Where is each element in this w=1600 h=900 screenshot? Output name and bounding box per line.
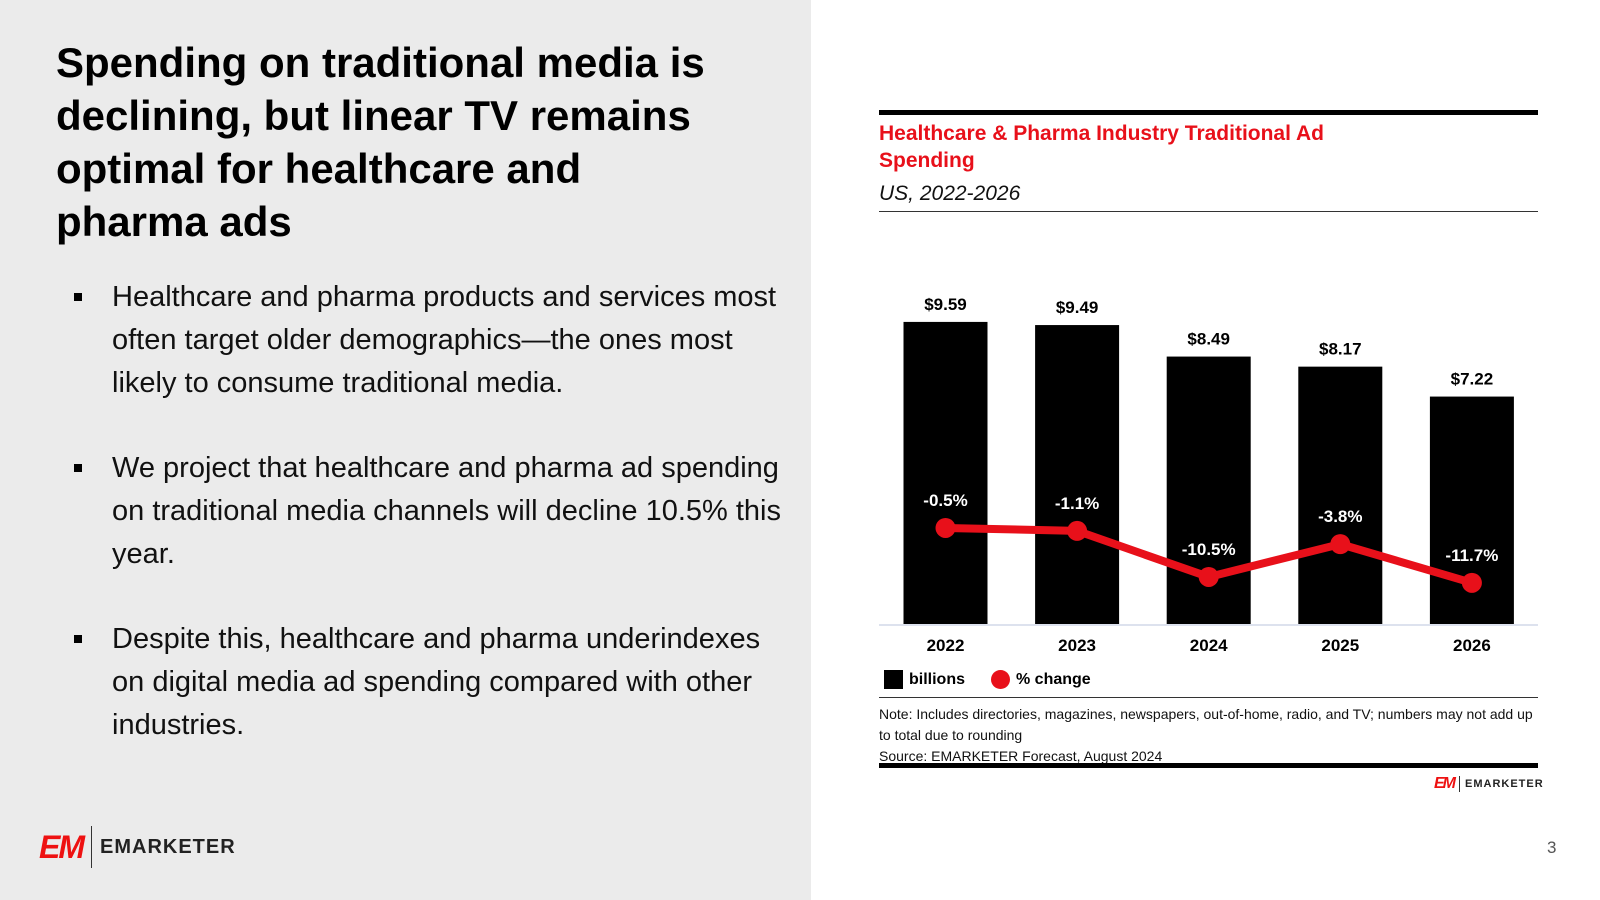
chart-legend: billions % change — [884, 670, 1091, 689]
legend-billions: billions — [909, 670, 965, 688]
bullet-icon — [74, 635, 82, 643]
logo-text: EMARKETER — [100, 835, 236, 858]
slide-title: Spending on traditional media is declini… — [56, 39, 705, 245]
line-point-2024 — [1198, 566, 1219, 587]
chart-emarketer-logo: EM EMARKETER — [1434, 775, 1544, 793]
bar-label-2026: $7.22 — [1451, 370, 1494, 389]
bullet-list: Healthcare and pharma products and servi… — [70, 276, 790, 789]
bar-label-2023: $9.49 — [1056, 298, 1099, 317]
legend-bar-swatch-icon — [884, 670, 903, 689]
bar-label-2022: $9.59 — [924, 295, 967, 314]
line-label-2025: -3.8% — [1318, 507, 1362, 526]
chart-bottom-rule — [879, 763, 1538, 768]
emarketer-logo: EM EMARKETER — [39, 826, 236, 868]
line-label-2024: -10.5% — [1182, 540, 1236, 559]
chart-top-rule — [879, 110, 1538, 115]
subtitle-rule — [879, 211, 1538, 212]
bar-2025 — [1298, 366, 1383, 624]
line-label-2022: -0.5% — [923, 491, 967, 510]
bar-2023 — [1035, 325, 1120, 624]
x-tick-2024: 2024 — [1190, 636, 1228, 655]
bullet-item: Healthcare and pharma products and servi… — [70, 276, 790, 405]
bar-label-2024: $8.49 — [1187, 330, 1230, 349]
line-label-2026: -11.7% — [1445, 546, 1498, 565]
x-tick-2022: 2022 — [927, 636, 965, 655]
bar-2022 — [903, 321, 988, 624]
bullet-item: Despite this, healthcare and pharma unde… — [70, 618, 790, 747]
chart-notes: Note: Includes directories, magazines, n… — [879, 704, 1539, 767]
logo-divider — [91, 826, 92, 868]
logo-divider — [1459, 776, 1460, 792]
bullet-icon — [74, 293, 82, 301]
em-logo-small-icon: EM — [1434, 775, 1456, 792]
line-point-2023 — [1067, 520, 1088, 541]
page-number: 3 — [1547, 838, 1557, 857]
legend-rule — [879, 697, 1538, 698]
bullet-item: We project that healthcare and pharma ad… — [70, 447, 790, 576]
x-tick-2025: 2025 — [1321, 636, 1359, 655]
x-tick-2026: 2026 — [1453, 636, 1491, 655]
logo-text: EMARKETER — [1465, 778, 1544, 790]
left-panel — [0, 0, 811, 900]
chart-subtitle: US, 2022-2026 — [879, 182, 1021, 205]
legend-line-dot-icon — [991, 670, 1010, 689]
legend-percent-change: % change — [1016, 670, 1091, 688]
line-point-2026 — [1461, 572, 1482, 593]
bar-label-2025: $8.17 — [1319, 340, 1362, 359]
chart-title: Healthcare & Pharma Industry Traditional… — [879, 122, 1324, 172]
x-tick-2023: 2023 — [1058, 636, 1096, 655]
line-point-2025 — [1330, 534, 1351, 555]
bullet-icon — [74, 464, 82, 472]
line-point-2022 — [935, 517, 956, 538]
line-label-2023: -1.1% — [1055, 494, 1099, 513]
chart-note: Note: Includes directories, magazines, n… — [879, 706, 1533, 743]
chart-source: Source: EMARKETER Forecast, August 2024 — [879, 748, 1163, 764]
em-logo-icon: EM — [39, 828, 85, 865]
